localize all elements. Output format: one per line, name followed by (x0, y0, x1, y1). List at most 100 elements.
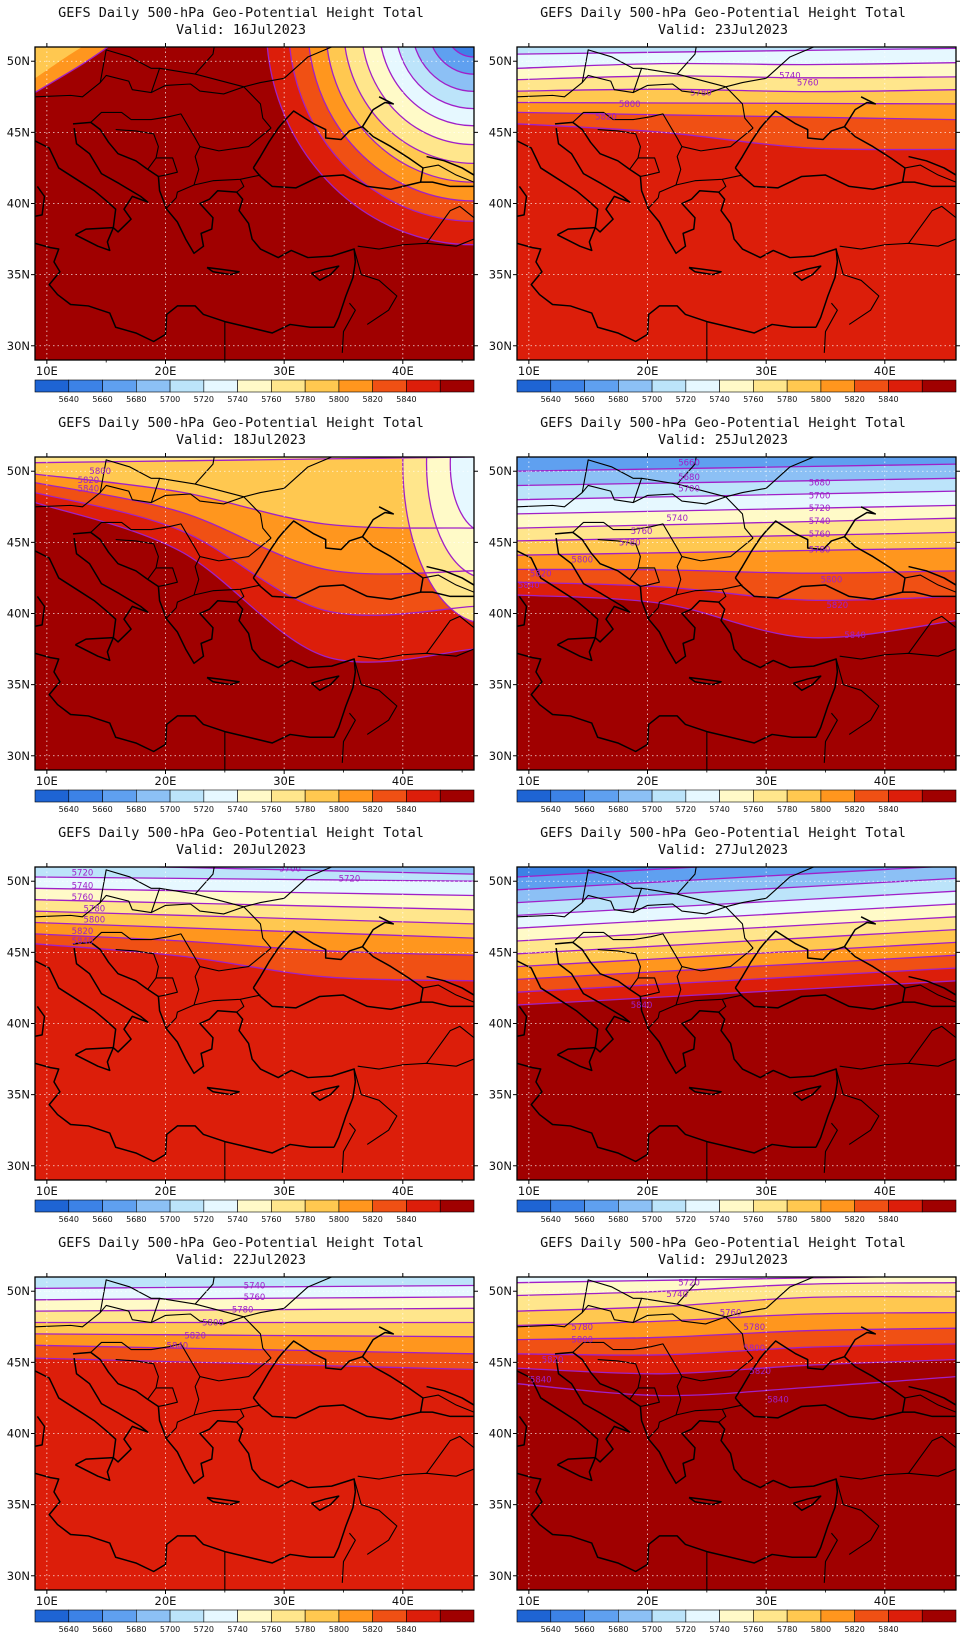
contour-label: 5760 (809, 530, 831, 540)
lon-label: 20E (637, 774, 659, 788)
coastline (554, 531, 839, 738)
colorbar-label: 5680 (126, 805, 146, 814)
country-border (99, 1279, 160, 1313)
colorbar-swatch (651, 1609, 687, 1623)
colorbar: 5640 5660 5680 5700 5720 5740 5760 5780 5800 5820… (516, 1199, 957, 1224)
contour-line (517, 457, 557, 458)
colorbar-swatch (102, 379, 137, 393)
colorbar-label: 5780 (777, 805, 797, 814)
colorbar-label: 5800 (329, 1625, 349, 1634)
contour-label: 5780 (84, 904, 106, 914)
colorbar-label: 5780 (295, 1215, 315, 1224)
colorbar-label: 5660 (574, 1625, 594, 1634)
country-border (357, 1058, 474, 1070)
colorbar-label: 5760 (743, 1215, 763, 1224)
colorbar-label: 5640 (541, 395, 561, 404)
country-border (823, 302, 838, 353)
colorbar: 5640 5660 5680 5700 5720 5740 5760 5780 5800 5820… (34, 789, 475, 814)
contour-label: 5720 (809, 504, 831, 514)
contour-line (517, 928, 956, 955)
shaded-band (35, 502, 474, 770)
coastline (206, 1086, 240, 1096)
colorbar-label: 5740 (227, 805, 247, 814)
map-title: GEFS Daily 500-hPa Geo-Potential Height … (540, 5, 906, 21)
country-border (718, 179, 727, 193)
country-border (581, 459, 642, 493)
colorbar-swatch (854, 789, 889, 803)
contour-label: 5720 (72, 869, 94, 879)
country-border (357, 648, 474, 660)
coastline (35, 1062, 334, 1163)
country-border (718, 589, 727, 603)
contour-label: 5800 (571, 555, 593, 565)
shaded-band (452, 47, 474, 57)
colorbar-swatch (169, 789, 205, 803)
coastline (908, 565, 956, 586)
lon-label: 40E (874, 774, 896, 788)
colorbar-swatch (372, 379, 407, 393)
country-border (236, 589, 245, 603)
colorbar-swatch (136, 1609, 171, 1623)
colorbar-label: 5740 (709, 805, 729, 814)
map-title: GEFS Daily 500-hPa Geo-Potential Height … (540, 415, 906, 431)
lon-label: 30E (755, 364, 777, 378)
contour-label: 5740 (666, 514, 688, 524)
lon-label: 10E (518, 1594, 540, 1608)
country-border (353, 1478, 398, 1555)
height-field (35, 47, 474, 360)
colorbar-swatch (439, 1609, 475, 1623)
colorbar-swatch (516, 379, 552, 393)
country-border (572, 111, 683, 210)
contour-line (35, 457, 474, 464)
coastline (688, 1496, 722, 1506)
country-border (681, 127, 754, 152)
colorbar-swatch (68, 1199, 103, 1213)
country-border (156, 567, 178, 588)
country-border (35, 484, 272, 539)
shaded-band (450, 457, 474, 529)
colorbar-label: 5740 (227, 1215, 247, 1224)
country-border (353, 1068, 398, 1145)
country-border (677, 1277, 814, 1318)
lon-label: 30E (755, 774, 777, 788)
valid-date: Valid: 29Jul2023 (657, 1252, 789, 1268)
colorbar-swatch (102, 1199, 137, 1213)
colorbar-label: 5840 (396, 1625, 416, 1634)
contour-label: 5820 (595, 113, 617, 123)
coastline (35, 947, 149, 1053)
coastline (252, 520, 424, 601)
lon-label: 30E (755, 1184, 777, 1198)
colorbar-swatch (102, 1609, 137, 1623)
contour-line (517, 867, 710, 878)
contour-line (517, 123, 956, 151)
lon-label: 30E (273, 364, 295, 378)
colorbar-swatch (304, 1609, 340, 1623)
coastline (310, 265, 340, 282)
colorbar-swatch (921, 1609, 957, 1623)
coastline (734, 520, 906, 601)
lon-label: 20E (637, 1184, 659, 1198)
coastline (517, 127, 631, 233)
colorbar-label: 5720 (676, 1215, 696, 1224)
colorbar-label: 5800 (811, 805, 831, 814)
contour-line (35, 501, 474, 663)
colorbar-label: 5720 (194, 395, 214, 404)
lat-label: 50N (489, 1284, 512, 1298)
lat-label: 45N (489, 945, 512, 959)
country-border (597, 948, 641, 990)
colorbar-swatch (719, 1609, 754, 1623)
colorbar-swatch (304, 379, 340, 393)
country-border (835, 658, 880, 735)
country-border (823, 1532, 838, 1583)
colorbar-label: 5720 (676, 395, 696, 404)
colorbar-label: 5680 (608, 805, 628, 814)
shaded-band (517, 1376, 956, 1590)
lat-label: 45N (7, 1355, 30, 1369)
country-border (677, 457, 814, 498)
colorbar-swatch (68, 789, 103, 803)
lat-label: 40N (489, 607, 512, 621)
colorbar-swatch (719, 1199, 754, 1213)
colorbar-swatch (550, 379, 585, 393)
country-border (156, 977, 178, 998)
